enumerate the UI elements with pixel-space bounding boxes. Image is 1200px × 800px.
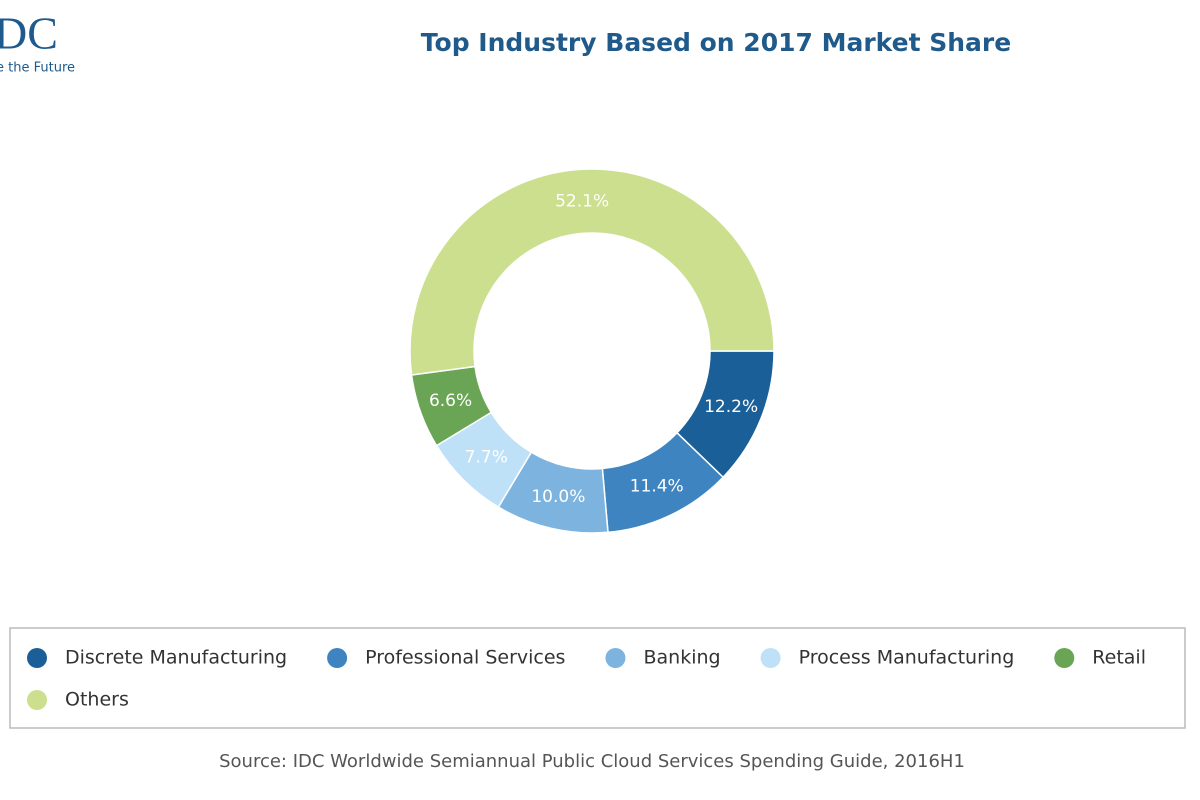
legend-marker	[1054, 648, 1075, 668]
logo-tagline: e the Future	[0, 61, 75, 76]
legend-label: Retail	[1092, 647, 1146, 669]
legend-label: Others	[65, 689, 129, 711]
legend-marker	[27, 648, 47, 668]
legend-marker	[27, 690, 47, 710]
legend-label: Process Manufacturing	[799, 647, 1015, 669]
value-label: 12.2%	[704, 397, 758, 417]
value-label: 6.6%	[429, 391, 472, 411]
value-label: 52.1%	[555, 191, 609, 211]
chart-title: Top Industry Based on 2017 Market Share	[421, 28, 1011, 57]
value-label: 10.0%	[531, 487, 585, 507]
legend-marker	[327, 648, 348, 668]
legend-label: Professional Services	[365, 647, 565, 669]
logo-text: DC	[0, 8, 58, 59]
value-label: 11.4%	[630, 476, 684, 496]
value-label: 7.7%	[465, 447, 508, 467]
legend-box	[9, 627, 1186, 729]
legend-marker	[760, 648, 781, 668]
legend-marker	[605, 648, 626, 668]
source-note: Source: IDC Worldwide Semiannual Public …	[219, 751, 965, 772]
donut-slice	[409, 168, 775, 376]
legend-label: Banking	[643, 647, 720, 669]
legend-label: Discrete Manufacturing	[65, 647, 287, 669]
